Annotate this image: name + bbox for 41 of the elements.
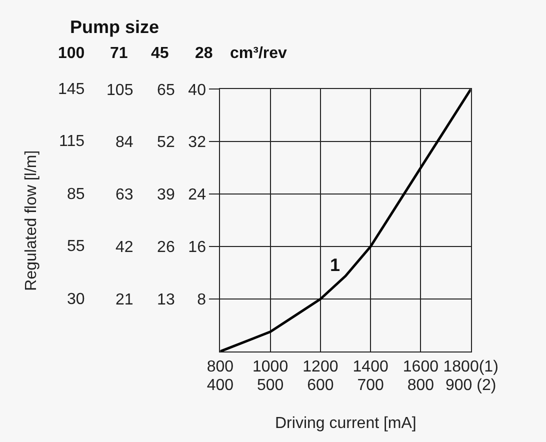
text: 100 xyxy=(58,45,85,62)
y-tick-label: 40 xyxy=(188,82,206,99)
y3-tick-label: 42 xyxy=(115,239,134,256)
y3-tick-label: 63 xyxy=(115,186,134,204)
annotation: 1 xyxy=(330,255,340,275)
y-tick-label: 32 xyxy=(188,134,206,152)
text: 85 xyxy=(67,186,85,203)
x2-tick-label: 700 xyxy=(357,377,384,394)
text: Regulated flow [l/m] xyxy=(23,150,40,291)
y2-tick-label: 39 xyxy=(157,186,175,204)
y2-tick-label: 52 xyxy=(157,134,175,152)
text: 55 xyxy=(67,238,85,255)
x2-tick-label: 400 xyxy=(206,377,234,394)
y2-tick-label: 65 xyxy=(157,82,175,99)
y3-tick-label: 84 xyxy=(115,134,134,152)
text: 45 xyxy=(151,45,169,62)
x-tick-label: 1200 xyxy=(302,358,338,376)
chart-title: Pump size xyxy=(70,17,160,37)
x2-tick-label: 600 xyxy=(307,377,334,394)
x-tick-label: 1600 xyxy=(402,358,439,376)
y-tick-label: 8 xyxy=(197,292,206,309)
x-tick-label: 1000 xyxy=(252,358,288,376)
x-tick-label: 800 xyxy=(206,358,234,376)
text: 115 xyxy=(59,133,85,150)
y-tick-label: 24 xyxy=(188,186,206,204)
x2-tick-label: 900 (2) xyxy=(445,377,496,394)
text: 30 xyxy=(67,291,85,308)
y2-tick-label: 13 xyxy=(157,292,175,309)
x-tick-label: 1800(1) xyxy=(443,358,498,376)
y3-tick-label: 21 xyxy=(115,292,134,309)
x2-tick-label: 500 xyxy=(256,377,284,394)
text: 145 xyxy=(58,81,85,98)
text: cm³/rev xyxy=(230,45,288,62)
x-axis-title: Driving current [mA] xyxy=(275,415,416,432)
y3-tick-label: 105 xyxy=(106,82,134,99)
x-tick-label: 1400 xyxy=(352,358,388,376)
text: 28 xyxy=(195,45,213,62)
y-tick-label: 16 xyxy=(188,239,206,256)
x2-tick-label: 800 xyxy=(407,377,434,394)
y2-tick-label: 26 xyxy=(157,239,175,256)
text: 71 xyxy=(110,45,128,62)
